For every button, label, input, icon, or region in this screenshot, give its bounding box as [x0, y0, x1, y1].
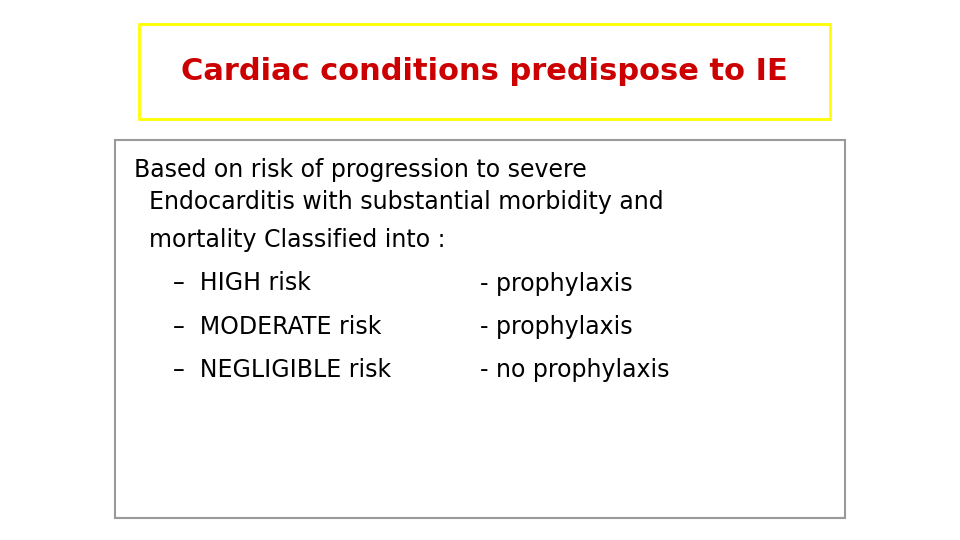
- Text: - prophylaxis: - prophylaxis: [480, 315, 633, 339]
- Text: - no prophylaxis: - no prophylaxis: [480, 358, 669, 382]
- Text: –  NEGLIGIBLE risk: – NEGLIGIBLE risk: [173, 358, 391, 382]
- Text: Endocarditis with substantial morbidity and: Endocarditis with substantial morbidity …: [134, 191, 664, 214]
- Text: Based on risk of progression to severe: Based on risk of progression to severe: [134, 158, 588, 182]
- Text: –  MODERATE risk: – MODERATE risk: [173, 315, 381, 339]
- Text: –  HIGH risk: – HIGH risk: [173, 272, 311, 295]
- FancyBboxPatch shape: [115, 140, 845, 518]
- Text: - prophylaxis: - prophylaxis: [480, 272, 633, 295]
- FancyBboxPatch shape: [139, 24, 830, 119]
- Text: mortality Classified into :: mortality Classified into :: [134, 228, 445, 252]
- Text: Cardiac conditions predispose to IE: Cardiac conditions predispose to IE: [181, 57, 788, 86]
